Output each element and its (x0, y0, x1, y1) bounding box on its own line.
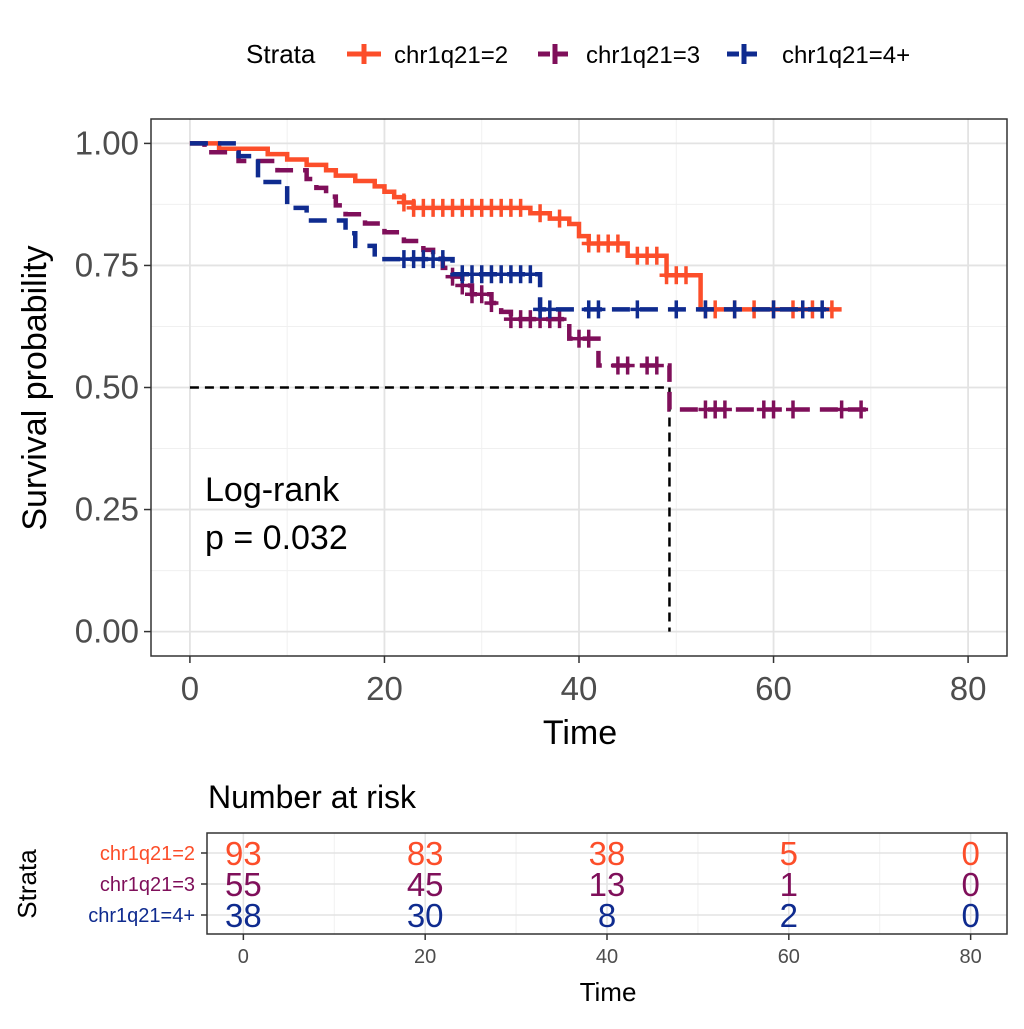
y-axis-label: Survival probability (16, 245, 54, 530)
risk-x-tick-label-1: 20 (414, 946, 436, 968)
series-3-censor-mark-14 (542, 300, 557, 319)
series-3-censor-mark-17 (630, 300, 645, 319)
legend: Strata chr1q21=2 chr1q21=3 chr1q21=4+ (246, 39, 910, 69)
logrank-label: Log-rank (205, 471, 340, 509)
risk-cell-r3-c5: 0 (961, 897, 979, 934)
x-axis-label: Time (543, 714, 617, 752)
series-1-censor-mark-21 (649, 246, 664, 265)
risk-table-title: Number at risk (208, 779, 417, 815)
risk-x-tick-label-2: 40 (596, 946, 618, 968)
series-2-censor-mark-24 (854, 400, 869, 419)
risk-row-label-1: chr1q21=2 (100, 843, 195, 865)
risk-cell-r2-c1: 55 (225, 866, 262, 903)
risk-table-x-label: Time (580, 977, 637, 1007)
legend-entry-3[interactable]: chr1q21=4+ (727, 42, 910, 69)
series-3-censor-mark-21 (766, 300, 781, 319)
risk-x-tick-label-4: 80 (960, 946, 982, 968)
risk-cell-r1-c5: 0 (961, 835, 979, 872)
series-2-censor-mark-21 (766, 400, 781, 419)
series-2-censor-mark-4 (484, 294, 499, 313)
series-2-censor-mark-3 (474, 285, 489, 304)
series-3-censor-mark-4 (435, 250, 450, 269)
series-2-censor-mark-0 (445, 267, 460, 286)
risk-cell-r3-c4: 2 (780, 897, 798, 934)
risk-cell-r1-c4: 5 (780, 835, 798, 872)
risk-cell-r1-c2: 83 (407, 835, 444, 872)
legend-label-2: chr1q21=3 (586, 42, 700, 69)
risk-cell-r1-c3: 38 (589, 835, 626, 872)
series-1-censor-mark-12 (513, 198, 528, 217)
legend-title: Strata (246, 39, 316, 69)
risk-cell-r3-c3: 8 (598, 897, 616, 934)
x-tick-label-1: 20 (366, 670, 403, 707)
y-tick-label-2: 0.50 (75, 369, 139, 406)
series-3-censor-mark-20 (727, 300, 742, 319)
series-1-censor-mark-0 (396, 193, 411, 212)
y-tick-label-4: 1.00 (75, 124, 139, 161)
series-1-censor-mark-14 (552, 209, 567, 228)
risk-x-tick-label-0: 0 (238, 946, 249, 968)
risk-row-label-2: chr1q21=3 (100, 874, 195, 896)
series-3-censor-mark-16 (591, 300, 606, 319)
series-3-censor-mark-22 (795, 300, 810, 319)
series-2-censor-mark-19 (717, 400, 732, 419)
risk-row-label-3: chr1q21=4+ (88, 905, 195, 927)
series-2-censor-mark-22 (786, 400, 800, 419)
x-tick-label-3: 60 (755, 670, 792, 707)
series-3-censor-mark-19 (698, 300, 713, 319)
legend-entry-2[interactable]: chr1q21=3 (538, 42, 700, 69)
x-tick-label-2: 40 (561, 670, 598, 707)
survival-curves (189, 141, 871, 419)
legend-entry-1[interactable]: chr1q21=2 (347, 42, 508, 69)
risk-x-tick-label-3: 60 (778, 946, 800, 968)
risk-cell-r2-c4: 1 (780, 866, 798, 903)
series-3 (189, 141, 832, 319)
legend-label-3: chr1q21=4+ (782, 42, 910, 69)
x-tick-label-4: 80 (950, 670, 987, 707)
series-2 (189, 141, 871, 419)
x-axis-ticks: 0 20 40 60 80 (181, 656, 987, 707)
series-3-censor-mark-23 (815, 300, 830, 319)
y-tick-label-3: 0.75 (75, 246, 139, 283)
risk-cell-r2-c3: 13 (589, 866, 626, 903)
y-axis-ticks: 0.00 0.25 0.50 0.75 1.00 (75, 124, 151, 650)
series-2-censor-mark-10 (552, 310, 567, 329)
risk-table-y-label: Strata (12, 849, 42, 919)
series-2-censor-mark-16 (649, 356, 664, 375)
series-1-censor-mark-13 (533, 204, 548, 223)
risk-cell-r2-c5: 0 (961, 866, 979, 903)
risk-table-row-labels: chr1q21=2 chr1q21=3 chr1q21=4+ (88, 843, 207, 927)
series-1-censor-mark-18 (610, 234, 625, 253)
series-3-censor-mark-18 (669, 300, 684, 319)
risk-table-grid (207, 833, 1007, 934)
series-1-censor-mark-24 (679, 266, 693, 285)
main-plot-grid (151, 119, 1007, 656)
series-3-curve (189, 141, 832, 312)
risk-table-cells: 93 83 38 5 0 55 45 13 1 0 38 30 8 2 0 (225, 835, 980, 934)
series-2-censor-mark-12 (581, 329, 596, 348)
legend-label-1: chr1q21=2 (394, 42, 508, 69)
risk-cell-r3-c1: 38 (225, 897, 262, 934)
series-2-censor-mark-14 (620, 356, 635, 375)
y-tick-label-0: 0.00 (75, 613, 139, 650)
series-3-censor-mark-12 (523, 265, 538, 284)
median-reference-lines (189, 386, 671, 632)
x-tick-label-0: 0 (181, 670, 199, 707)
risk-cell-r3-c2: 30 (407, 897, 444, 934)
risk-cell-r1-c1: 93 (225, 835, 262, 872)
logrank-pvalue: p = 0.032 (205, 519, 348, 557)
series-2-censor-mark-23 (834, 400, 849, 419)
y-tick-label-1: 0.25 (75, 491, 139, 528)
risk-cell-r2-c2: 45 (407, 866, 444, 903)
risk-table-x-ticks: 0 20 40 60 80 (238, 934, 982, 968)
